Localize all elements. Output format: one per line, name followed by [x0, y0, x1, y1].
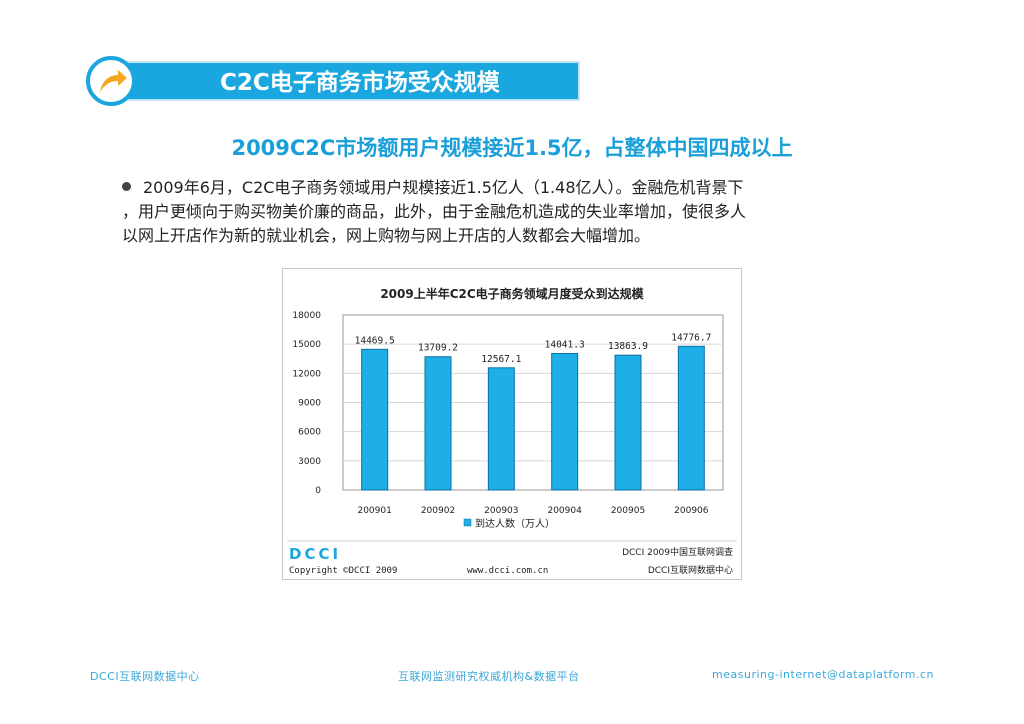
y-tick-label: 9000 [298, 399, 321, 409]
bar [614, 354, 642, 491]
data-center-text: DCCI互联网数据中心 [648, 564, 733, 576]
value-label: 14041.3 [545, 339, 585, 350]
bar [487, 367, 515, 491]
chart-grid [342, 314, 724, 491]
x-tick-label: 200905 [611, 506, 645, 516]
curved-arrow-icon [100, 70, 127, 92]
value-label: 12567.1 [481, 354, 521, 365]
value-label: 13863.9 [608, 341, 648, 352]
bar [551, 352, 579, 491]
value-label: 13709.2 [418, 343, 458, 354]
x-tick-label: 200904 [547, 506, 582, 516]
y-tick-label: 6000 [298, 428, 321, 438]
chart-title: 2009上半年C2C电子商务领域月度受众到达规模 [380, 286, 644, 301]
y-tick-label: 18000 [292, 311, 321, 321]
chart-figure: 2009上半年C2C电子商务领域月度受众到达规模 0 3000 6000 9000 12… [282, 268, 742, 580]
footer-center: 互联网监测研究权威机构&数据平台 [398, 670, 580, 683]
footer-left: DCCI互联网数据中心 [90, 670, 200, 683]
x-axis: 200901 200902 200903 200904 200905 200906 [357, 506, 708, 516]
bar [424, 356, 452, 491]
chart: 2009上半年C2C电子商务领域月度受众到达规模 0 3000 6000 9000 12… [287, 286, 737, 576]
legend: 到达人数（万人） [463, 517, 555, 530]
body-line: 以网上开店作为新的就业机会，网上购物与网上开店的人数都会大幅增加。 [122, 226, 651, 245]
bullet-icon [122, 182, 131, 191]
banner-title: C2C电子商务市场受众规模 [220, 70, 500, 96]
body-line: ，用户更倾向于购买物美价廉的商品，此外，由于金融危机造成的失业率增加，使很多人 [122, 202, 747, 221]
y-tick-label: 0 [315, 486, 321, 496]
figure-url: www.dcci.com.cn [467, 566, 548, 576]
body-line: 2009年6月，C2C电子商务领域用户规模接近1.5亿人（1.48亿人）。金融危… [122, 176, 892, 200]
x-tick-label: 200901 [357, 506, 391, 516]
footer-email[interactable]: measuring-internet@dataplatform.cn [712, 668, 934, 681]
x-tick-label: 200903 [484, 506, 518, 516]
x-tick-label: 200902 [421, 506, 455, 516]
y-tick-label: 15000 [292, 340, 321, 350]
value-label: 14776.7 [671, 332, 711, 343]
bar-series: 14469.5 13709.2 12567.1 14041.3 13863.9 14776… [355, 332, 711, 491]
x-tick-label: 200906 [674, 506, 709, 516]
survey-text: DCCI 2009中国互联网调查 [622, 546, 733, 558]
y-tick-label: 3000 [298, 457, 321, 467]
copyright-text: Copyright ©DCCI 2009 [289, 566, 397, 576]
y-axis: 0 3000 6000 9000 12000 15000 18000 [292, 311, 321, 496]
legend-swatch [463, 518, 472, 527]
body-paragraph: 2009年6月，C2C电子商务领域用户规模接近1.5亿人（1.48亿人）。金融危… [122, 176, 892, 248]
bar [677, 345, 705, 491]
bar [361, 348, 389, 491]
section-banner: C2C电子商务市场受众规模 [86, 56, 582, 106]
value-label: 14469.5 [355, 335, 395, 346]
legend-label: 到达人数（万人） [475, 517, 555, 530]
headline: 2009C2C市场额用户规模接近1.5亿，占整体中国四成以上 [231, 136, 793, 160]
dcci-logo: DCCI [289, 545, 341, 563]
banner-bar: C2C电子商务市场受众规模 [108, 61, 580, 101]
banner-badge [86, 56, 136, 106]
y-tick-label: 12000 [292, 369, 321, 379]
